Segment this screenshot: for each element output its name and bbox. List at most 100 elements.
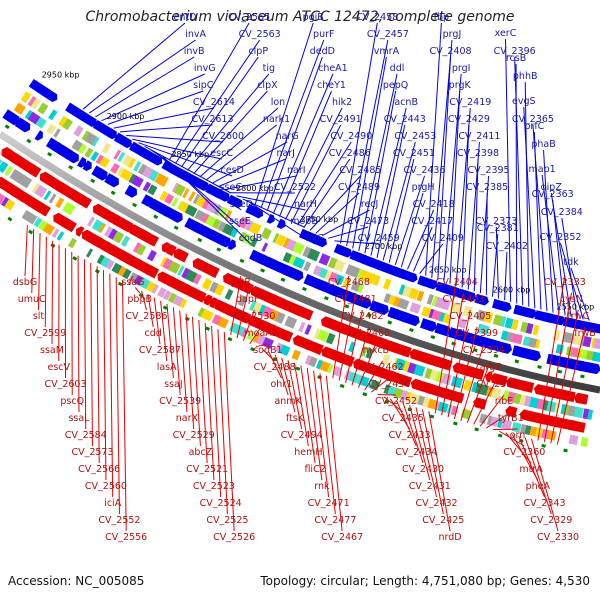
forward-label-leader bbox=[382, 141, 416, 261]
feature-block bbox=[132, 202, 138, 208]
reverse-label-leader bbox=[556, 326, 586, 445]
forward-gene-label: CV_2419 bbox=[449, 97, 491, 108]
feature-block bbox=[493, 353, 499, 358]
feature-block bbox=[127, 157, 136, 169]
reverse-label-leader bbox=[473, 377, 498, 425]
feature-block bbox=[472, 348, 478, 353]
feature-block bbox=[192, 273, 202, 285]
gene-arrow bbox=[62, 217, 77, 233]
forward-label-leader bbox=[449, 90, 461, 284]
gene-arrow bbox=[401, 346, 412, 358]
reverse-gene-label: ssaL bbox=[68, 413, 90, 424]
feature-block bbox=[87, 216, 96, 227]
feature-block bbox=[26, 138, 32, 144]
gene-arrow bbox=[395, 373, 413, 388]
gene-arrow bbox=[397, 268, 418, 283]
feature-block bbox=[73, 125, 84, 137]
forward-label-leader bbox=[95, 56, 195, 118]
reverse-label-leader bbox=[421, 409, 444, 515]
forward-gene-label: CV_2451 bbox=[393, 148, 435, 159]
forward-gene-label: pepQ bbox=[383, 80, 408, 91]
gene-arrow bbox=[474, 293, 489, 306]
feature-block bbox=[413, 364, 426, 377]
feature-block bbox=[56, 231, 65, 241]
reverse-gene-label: CV_2333 bbox=[544, 277, 586, 288]
forward-label-leader bbox=[485, 192, 488, 296]
feature-block bbox=[382, 278, 392, 290]
gene-arrow bbox=[203, 294, 213, 306]
feature-block bbox=[104, 226, 113, 237]
feature-block bbox=[430, 335, 436, 340]
reverse-label-leader bbox=[24, 225, 28, 277]
gene-arrow bbox=[107, 174, 119, 188]
reverse-gene-label: CV_2431 bbox=[409, 481, 451, 492]
feature-block bbox=[593, 338, 600, 350]
gene-arrow bbox=[115, 133, 132, 149]
feature-block bbox=[497, 433, 503, 438]
forward-gene-label: prfC bbox=[524, 121, 544, 132]
feature-block bbox=[275, 234, 287, 247]
forward-gene-label: CV_2459 bbox=[358, 233, 400, 244]
gene-arrow bbox=[144, 264, 160, 279]
reverse-gene-label: fliC2 bbox=[304, 464, 325, 475]
feature-block bbox=[462, 305, 473, 318]
feature-block bbox=[133, 274, 145, 287]
feature-block bbox=[164, 193, 175, 205]
feature-block bbox=[214, 284, 225, 296]
feature-block bbox=[108, 228, 118, 240]
forward-label-leader bbox=[187, 73, 270, 171]
forward-gene-label: CV_2563 bbox=[239, 29, 281, 40]
feature-block bbox=[573, 406, 584, 419]
feature-block bbox=[122, 268, 132, 280]
feature-block bbox=[334, 274, 345, 286]
feature-block bbox=[42, 222, 55, 236]
feature-block bbox=[568, 434, 579, 446]
feature-block bbox=[147, 249, 157, 262]
feature-block bbox=[184, 204, 198, 218]
feature-block bbox=[291, 349, 301, 361]
gene-arrow bbox=[40, 86, 58, 102]
gene-arrow bbox=[62, 147, 79, 164]
feature-block bbox=[292, 256, 306, 269]
feature-block bbox=[0, 161, 9, 174]
reverse-gene-label: mxcB bbox=[363, 345, 389, 356]
forward-label-leader bbox=[297, 141, 352, 226]
feature-block bbox=[7, 216, 13, 222]
reverse-gene-label: frwC bbox=[567, 311, 589, 322]
feature-block bbox=[342, 277, 351, 288]
gene-arrow bbox=[87, 116, 97, 127]
feature-block bbox=[237, 216, 249, 229]
feature-block bbox=[148, 169, 159, 182]
gene-arrow bbox=[502, 342, 513, 354]
reverse-gene-label: pscQ bbox=[60, 396, 84, 407]
forward-gene-label: CV_2457 bbox=[367, 29, 409, 40]
reverse-gene-label: CV_2343 bbox=[523, 498, 565, 509]
reverse-gene-label: pheA bbox=[526, 481, 551, 492]
reverse-label-leader bbox=[453, 326, 478, 420]
forward-gene-label: entD bbox=[174, 12, 197, 23]
reverse-gene-label: ssaG bbox=[121, 277, 144, 288]
reverse-label-leader bbox=[505, 432, 532, 464]
feature-block bbox=[421, 306, 432, 318]
forward-label-leader bbox=[541, 174, 560, 315]
feature-block bbox=[511, 421, 522, 433]
reverse-label-leader bbox=[281, 357, 296, 413]
feature-block bbox=[154, 173, 166, 186]
reverse-label-leader bbox=[230, 275, 242, 336]
reverse-label-leader bbox=[415, 407, 438, 498]
forward-label-leader bbox=[473, 158, 479, 292]
reverse-label-leader bbox=[217, 329, 228, 515]
feature-block bbox=[537, 365, 542, 369]
reverse-gene-label: hemH bbox=[294, 447, 322, 458]
forward-label-leader bbox=[561, 217, 578, 319]
reverse-gene-label: CV_2329 bbox=[530, 515, 572, 526]
feature-block bbox=[151, 284, 159, 294]
reverse-label-leader bbox=[198, 319, 208, 464]
reverse-gene-label: CV_2462 bbox=[362, 362, 404, 373]
forward-gene-label: sseD bbox=[230, 199, 253, 210]
forward-gene-label: sipC bbox=[193, 80, 214, 91]
reverse-label-leader bbox=[185, 313, 195, 430]
reverse-label-leader bbox=[51, 240, 54, 345]
feature-block bbox=[372, 274, 381, 286]
